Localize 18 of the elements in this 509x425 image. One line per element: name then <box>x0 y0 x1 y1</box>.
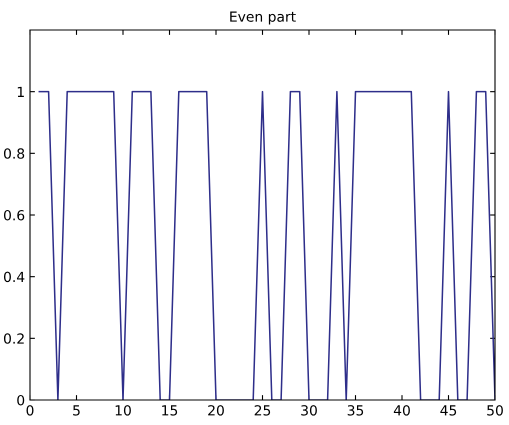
x-tick-label: 0 <box>26 405 34 416</box>
x-tick-label: 15 <box>162 405 178 416</box>
y-tick-label: 0 <box>17 394 24 406</box>
chart-title: Even part <box>230 12 296 25</box>
x-tick-label: 30 <box>301 405 317 416</box>
y-tick-label: 1 <box>18 86 24 97</box>
x-tick-label: 5 <box>73 405 80 416</box>
x-tick-label: 35 <box>348 405 364 416</box>
y-tick-label: 0.8 <box>4 148 24 159</box>
x-tick-label: 10 <box>116 405 131 416</box>
x-tick-label: 25 <box>254 405 270 416</box>
y-tick-label: 0.2 <box>4 333 24 344</box>
x-tick-label: 20 <box>208 405 224 416</box>
y-tick-label: 0.6 <box>4 210 24 220</box>
y-tick-label: 0.4 <box>4 272 24 282</box>
x-tick-label: 45 <box>440 405 456 416</box>
x-tick-label: 40 <box>394 405 410 416</box>
x-tick-label: 50 <box>487 405 503 416</box>
